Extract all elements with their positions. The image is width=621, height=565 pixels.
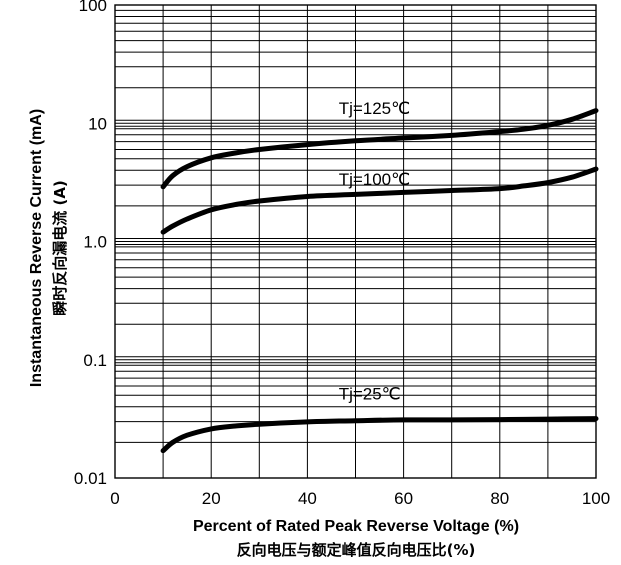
x-axis-title: Percent of Rated Peak Reverse Voltage (%… [193, 518, 519, 535]
x-tick-label: 0 [110, 489, 119, 508]
x-axis-title-cn: 反向电压与额定峰值反向电压比(%) [237, 541, 476, 559]
y-axis-title: Instantaneous Reverse Current (mA) [28, 109, 45, 387]
series-curves [160, 108, 599, 454]
y-tick-label: 10 [88, 114, 107, 133]
grid-lines [115, 5, 596, 478]
y-tick-label: 1.0 [83, 233, 107, 252]
x-tick-label: 80 [490, 489, 509, 508]
series-label: Tj=100℃ [339, 170, 411, 189]
series-line [160, 166, 599, 235]
series-label: Tj=125℃ [339, 99, 411, 118]
x-tick-label: 60 [394, 489, 413, 508]
series-line [160, 416, 599, 454]
x-tick-label: 100 [582, 489, 610, 508]
x-tick-label: 20 [202, 489, 221, 508]
x-tick-label: 40 [298, 489, 317, 508]
plot-frame [114, 4, 597, 479]
y-tick-label: 100 [79, 0, 107, 15]
series-line [160, 108, 599, 190]
y-tick-labels: 0.01 0.1 1.0 10 100 [74, 0, 107, 488]
y-axis-title-cn: 瞬时反向漏电流 (A) [51, 180, 69, 316]
x-tick-labels: 0 20 40 60 80 100 [110, 489, 610, 508]
series-label: Tj=25℃ [339, 385, 401, 404]
y-tick-label: 0.01 [74, 469, 107, 488]
y-tick-label: 0.1 [83, 351, 107, 370]
series-labels: Tj=125℃ Tj=100℃ Tj=25℃ [339, 99, 411, 404]
